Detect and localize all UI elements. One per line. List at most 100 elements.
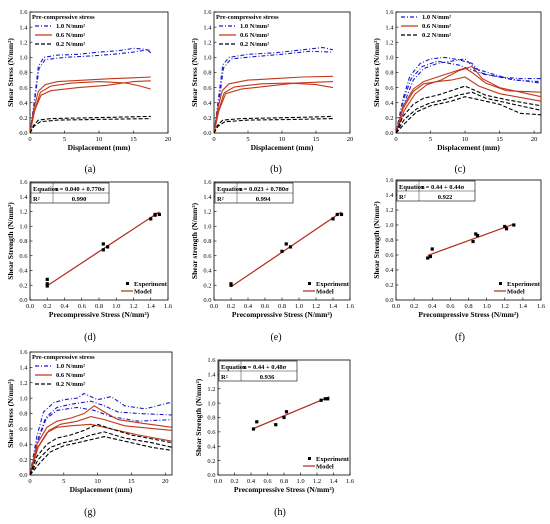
- series-line-2-2: [395, 96, 542, 134]
- x-tick-label: 0.6: [446, 303, 455, 310]
- series-line-0-0: [29, 392, 173, 476]
- y-tick-label: 0.0: [385, 130, 393, 137]
- y-tick-label: 0.8: [19, 238, 27, 245]
- x-tick-label: 0.2: [230, 478, 238, 485]
- model-line: [230, 211, 342, 288]
- y-axis-label: Shear Strength (N/mm²): [194, 378, 203, 456]
- panel-caption: (d): [84, 332, 96, 343]
- series-line-0-1: [395, 58, 542, 134]
- equation-label: Equation: [399, 184, 425, 191]
- plot-frame: [29, 351, 173, 476]
- x-tick-label: 1.4: [329, 478, 338, 485]
- series-line-1-1: [213, 82, 334, 134]
- data-point: [471, 239, 475, 244]
- x-tick-label: 5: [429, 136, 432, 143]
- x-tick-label: 1.6: [346, 303, 355, 310]
- legend-entry: 1.0 N/mm²: [56, 363, 85, 370]
- x-tick-label: 1.4: [329, 303, 338, 310]
- x-tick-label: 0.4: [428, 303, 437, 310]
- x-tick-label: 10: [94, 478, 101, 485]
- panel-caption: (e): [270, 332, 281, 343]
- y-tick-label: 1.0: [19, 223, 27, 230]
- y-tick-label: 1.6: [203, 9, 212, 16]
- y-tick-label: 0.8: [385, 237, 393, 244]
- x-tick-label: 0.4: [247, 478, 256, 485]
- legend-entry: 0.6 N/mm²: [240, 32, 269, 39]
- data-point: [503, 224, 507, 229]
- data-point: [251, 427, 256, 431]
- legend-entry: Experiment: [507, 281, 541, 288]
- y-tick-label: 1.4: [385, 24, 394, 31]
- y-tick-label: 0.0: [19, 472, 27, 479]
- series-line-2-1: [213, 118, 334, 134]
- data-point: [149, 217, 153, 221]
- legend-entry: 0.2 N/mm²: [56, 381, 85, 388]
- y-tick-label: 0.0: [19, 297, 27, 304]
- y-tick-label: 1.2: [385, 207, 393, 214]
- equation-text: τ = 0.44 + 0.44σ: [421, 184, 465, 191]
- x-axis-label: Precompressive Stress (N/mm²): [49, 310, 150, 319]
- y-tick-label: 0.8: [19, 70, 27, 77]
- equation-text: τ = 0.44 + 0.48σ: [243, 364, 287, 371]
- x-tick-label: 20: [165, 136, 172, 143]
- data-point: [45, 284, 49, 288]
- data-point: [430, 247, 434, 251]
- data-point: [319, 398, 323, 402]
- data-point: [153, 212, 157, 217]
- x-tick-label: 5: [62, 478, 65, 485]
- y-tick-label: 1.4: [203, 194, 212, 201]
- y-tick-label: 0.0: [207, 472, 215, 479]
- legend-entry: Experiment: [134, 281, 168, 288]
- x-tick-label: 1.2: [312, 303, 320, 310]
- x-axis-label: Precompressive Stress (N/mm²): [232, 310, 333, 319]
- legend-title: Pre-compressive stress: [216, 14, 279, 21]
- y-tick-label: 0.2: [203, 115, 211, 122]
- series-line-0-0: [29, 47, 151, 134]
- plot-frame: [29, 11, 169, 134]
- x-tick-label: 0.8: [278, 303, 286, 310]
- chart-g: 0 5 10 15 20 0.0 0.2 0.4 0.6 0.8 1.0 1.2 1.4 1.6 Displ…: [6, 349, 173, 518]
- equation-text: τ = 0.040 + 0.770σ: [55, 186, 105, 193]
- equation-label: Equation: [33, 186, 59, 193]
- data-point: [335, 212, 339, 217]
- y-tick-label: 0.0: [203, 297, 211, 304]
- chart-e: 0.0 0.2 0.4 0.6 0.8 1.0 1.2 1.4 1.6 0.0 0.2 0.4 0.6 0…: [190, 179, 355, 343]
- model-line: [427, 223, 515, 257]
- y-tick-label: 1.2: [19, 209, 27, 216]
- series-line-1-0: [213, 75, 334, 134]
- chart-a: 0 5 10 15 20 0.0 0.2 0.4 0.6 0.8 1.0 1.2 1.4 1.6 Displ…: [6, 9, 171, 175]
- panel-caption: (h): [274, 507, 286, 518]
- y-tick-label: 0.8: [207, 415, 215, 422]
- r2-value: 0.994: [256, 196, 271, 203]
- y-tick-label: 0.2: [203, 282, 211, 289]
- series-line-1-2: [395, 76, 542, 134]
- legend-swatch: [308, 457, 311, 460]
- x-tick-label: 20: [162, 478, 169, 485]
- y-tick-label: 0.4: [19, 268, 28, 275]
- y-tick-label: 1.0: [385, 55, 393, 62]
- x-tick-label: 10: [462, 136, 469, 143]
- data-point: [255, 420, 259, 424]
- x-tick-label: 0.0: [26, 303, 34, 310]
- legend-entry: 0.6 N/mm²: [56, 372, 85, 379]
- y-axis-label: Shear Stress (N/mm²): [372, 38, 381, 107]
- data-point: [106, 245, 110, 249]
- model-line: [252, 396, 330, 430]
- y-axis-label: Shear Stress (N/mm²): [6, 38, 15, 107]
- data-point: [475, 233, 480, 238]
- y-tick-label: 0.6: [385, 252, 394, 259]
- y-axis-label: Shear strength (N/mm²): [190, 202, 199, 279]
- data-point: [474, 232, 478, 236]
- r2-label: R²: [221, 374, 228, 381]
- y-tick-label: 1.0: [203, 55, 211, 62]
- data-point: [426, 256, 430, 260]
- x-tick-label: 0.0: [210, 303, 218, 310]
- series-line-2-1: [395, 91, 542, 134]
- data-point: [504, 227, 509, 231]
- x-tick-label: 1.4: [147, 303, 156, 310]
- legend-entry: 1.0 N/mm²: [422, 14, 451, 21]
- data-point: [284, 242, 288, 246]
- y-tick-label: 0.2: [19, 282, 27, 289]
- chart-f: 0.0 0.2 0.4 0.6 0.8 1.0 1.2 1.4 1.6 0.0 0.2 0.4 0.6 0…: [372, 177, 546, 343]
- y-tick-label: 1.0: [19, 55, 27, 62]
